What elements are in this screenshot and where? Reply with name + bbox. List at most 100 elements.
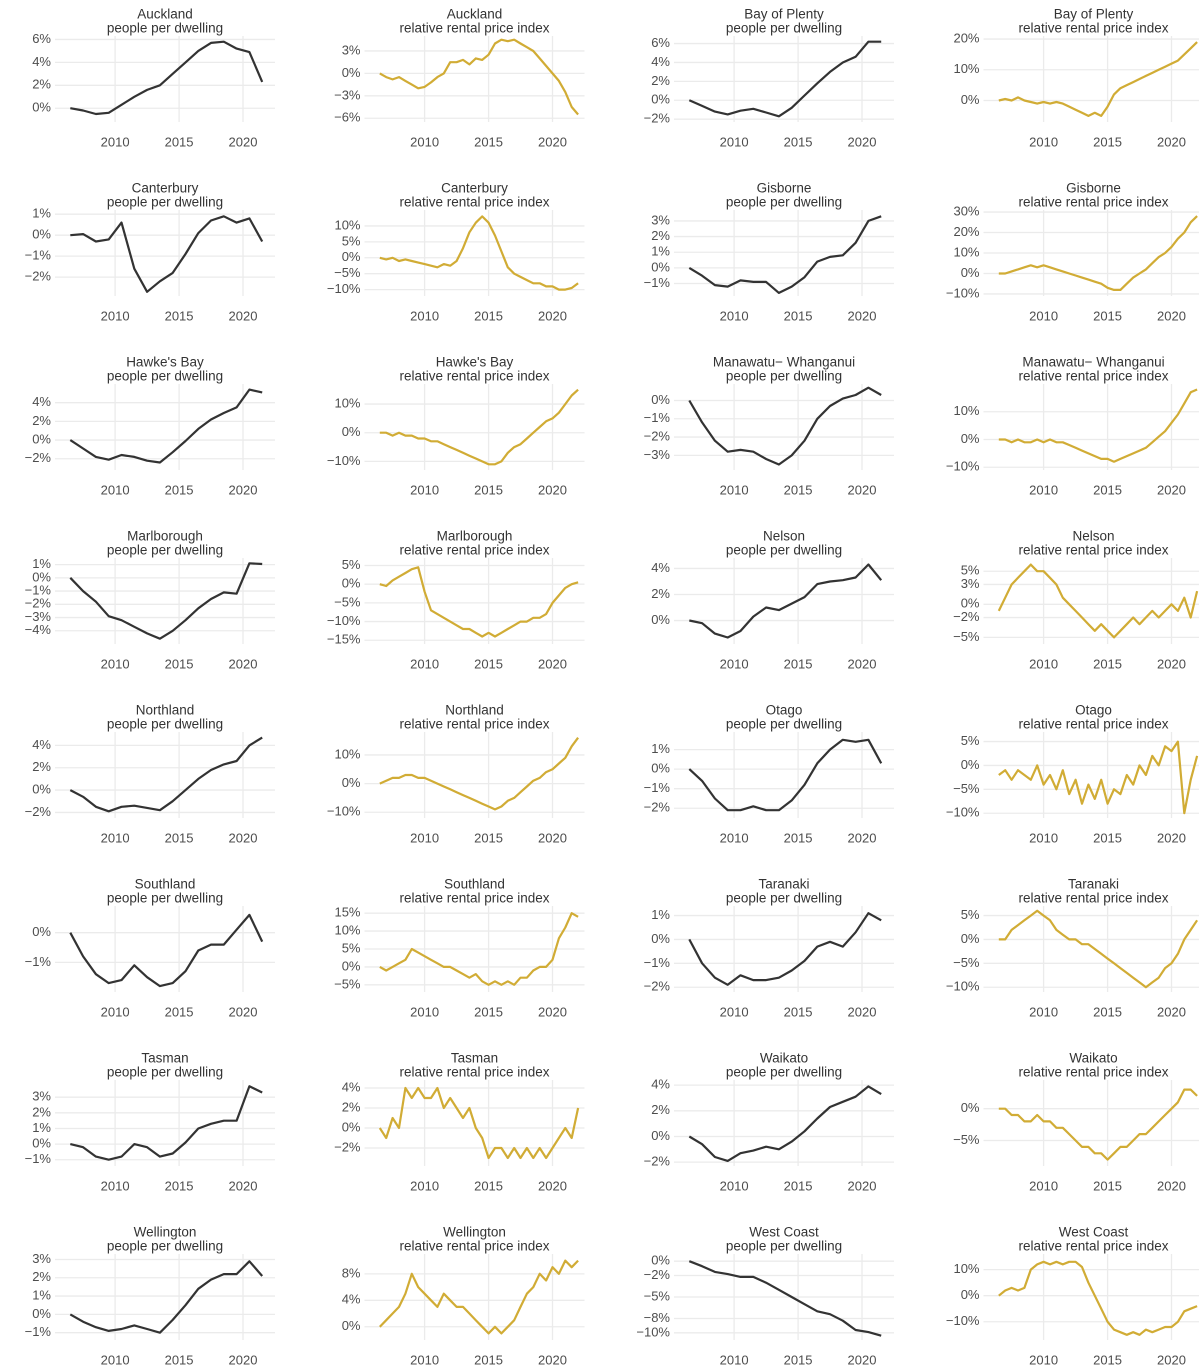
panel-title: Nelson bbox=[1072, 529, 1114, 544]
panel-subtitle: people per dwelling bbox=[107, 1065, 223, 1080]
x-tick-label: 2015 bbox=[474, 134, 503, 149]
y-tick-label: 0% bbox=[651, 931, 670, 946]
y-tick-label: −5% bbox=[334, 976, 361, 991]
x-tick-label: 2010 bbox=[101, 482, 130, 497]
y-tick-label: 2% bbox=[342, 1099, 361, 1114]
panel-title: Southland bbox=[135, 877, 196, 892]
y-tick-label: −5% bbox=[953, 1132, 980, 1147]
y-tick-label: −2% bbox=[644, 979, 671, 994]
panel-title: Waikato bbox=[760, 1051, 808, 1066]
x-tick-label: 2010 bbox=[720, 308, 749, 323]
y-tick-label: 8% bbox=[342, 1265, 361, 1280]
y-tick-label: 0% bbox=[651, 392, 670, 407]
y-tick-label: −2% bbox=[644, 111, 671, 126]
x-tick-label: 2010 bbox=[1029, 482, 1058, 497]
panel-title: Nelson bbox=[763, 529, 805, 544]
panel-title: West Coast bbox=[1059, 1225, 1129, 1240]
x-tick-label: 2015 bbox=[1093, 134, 1122, 149]
data-line bbox=[998, 1260, 1198, 1336]
panel-subtitle: relative rental price index bbox=[399, 1239, 549, 1254]
y-tick-label: 2% bbox=[32, 1104, 51, 1119]
data-line bbox=[688, 1260, 882, 1337]
y-tick-label: 6% bbox=[651, 35, 670, 50]
x-tick-label: 2010 bbox=[410, 308, 439, 323]
panel-subtitle: people per dwelling bbox=[726, 543, 842, 558]
y-tick-label: 0% bbox=[342, 1318, 361, 1333]
y-tick-label: 20% bbox=[953, 224, 979, 239]
y-tick-label: 0% bbox=[961, 92, 980, 107]
x-tick-label: 2010 bbox=[720, 482, 749, 497]
y-tick-label: 1% bbox=[32, 1120, 51, 1135]
x-tick-label: 2015 bbox=[165, 134, 194, 149]
panel-subtitle: people per dwelling bbox=[107, 369, 223, 384]
x-tick-label: 2010 bbox=[1029, 308, 1058, 323]
y-tick-label: −2% bbox=[644, 429, 671, 444]
y-tick-label: 1% bbox=[651, 741, 670, 756]
y-tick-label: 10% bbox=[953, 244, 979, 259]
panel-title: Taranaki bbox=[758, 877, 809, 892]
x-tick-label: 2020 bbox=[1157, 1178, 1186, 1193]
data-line bbox=[379, 912, 579, 986]
x-tick-label: 2010 bbox=[101, 830, 130, 845]
panel-title: Auckland bbox=[447, 7, 503, 22]
x-tick-label: 2020 bbox=[848, 1178, 877, 1193]
data-line bbox=[998, 1088, 1198, 1161]
data-line bbox=[688, 912, 882, 986]
y-tick-label: 4% bbox=[32, 54, 51, 69]
panel-title: Waikato bbox=[1069, 1051, 1117, 1066]
y-tick-label: 1% bbox=[651, 244, 670, 259]
panel-subtitle: relative rental price index bbox=[399, 1065, 549, 1080]
data-line bbox=[69, 736, 263, 813]
panel-subtitle: relative rental price index bbox=[399, 543, 549, 558]
x-tick-label: 2015 bbox=[1093, 482, 1122, 497]
x-tick-label: 2020 bbox=[1157, 308, 1186, 323]
y-tick-label: −1% bbox=[644, 410, 671, 425]
x-tick-label: 2015 bbox=[1093, 656, 1122, 671]
y-tick-label: 5% bbox=[342, 233, 361, 248]
x-tick-label: 2020 bbox=[848, 1352, 877, 1367]
y-tick-label: 10% bbox=[953, 61, 979, 76]
x-tick-label: 2020 bbox=[538, 308, 567, 323]
data-line bbox=[689, 563, 883, 639]
y-tick-label: −2% bbox=[644, 1267, 671, 1282]
x-tick-label: 2015 bbox=[784, 1178, 813, 1193]
y-tick-label: 3% bbox=[32, 1089, 51, 1104]
y-tick-label: 10% bbox=[334, 746, 360, 761]
y-tick-label: 5% bbox=[961, 733, 980, 748]
panel-subtitle: relative rental price index bbox=[1018, 543, 1168, 558]
y-tick-label: −5% bbox=[953, 629, 980, 644]
y-tick-label: 3% bbox=[32, 1251, 51, 1266]
x-tick-label: 2015 bbox=[784, 134, 813, 149]
panel-title: Bay of Plenty bbox=[1054, 7, 1134, 22]
x-tick-label: 2020 bbox=[229, 830, 258, 845]
panel-title: Tasman bbox=[451, 1051, 498, 1066]
y-tick-label: 10% bbox=[334, 923, 360, 938]
x-tick-label: 2015 bbox=[474, 1004, 503, 1019]
panel-title: Hawke's Bay bbox=[436, 355, 514, 370]
x-tick-label: 2015 bbox=[165, 656, 194, 671]
data-line bbox=[379, 737, 579, 811]
y-tick-label: −5% bbox=[953, 781, 980, 796]
y-tick-label: 0% bbox=[342, 424, 361, 439]
x-tick-label: 2015 bbox=[1093, 1004, 1122, 1019]
y-tick-label: −2% bbox=[644, 800, 671, 815]
x-tick-label: 2010 bbox=[1029, 656, 1058, 671]
x-tick-label: 2010 bbox=[720, 830, 749, 845]
x-tick-label: 2010 bbox=[101, 1178, 130, 1193]
x-tick-label: 2020 bbox=[848, 308, 877, 323]
x-tick-label: 2020 bbox=[538, 1004, 567, 1019]
data-line bbox=[379, 388, 579, 466]
x-tick-label: 2015 bbox=[165, 830, 194, 845]
y-tick-label: −10% bbox=[946, 979, 980, 994]
x-tick-label: 2015 bbox=[784, 830, 813, 845]
data-line bbox=[69, 562, 263, 640]
x-tick-label: 2010 bbox=[410, 656, 439, 671]
y-tick-label: −1% bbox=[644, 955, 671, 970]
x-tick-label: 2010 bbox=[410, 1178, 439, 1193]
x-tick-label: 2015 bbox=[1093, 830, 1122, 845]
x-tick-label: 2015 bbox=[784, 308, 813, 323]
x-tick-label: 2010 bbox=[101, 1004, 130, 1019]
x-tick-label: 2020 bbox=[1157, 134, 1186, 149]
x-tick-label: 2020 bbox=[1157, 1004, 1186, 1019]
y-tick-label: 2% bbox=[32, 759, 51, 774]
